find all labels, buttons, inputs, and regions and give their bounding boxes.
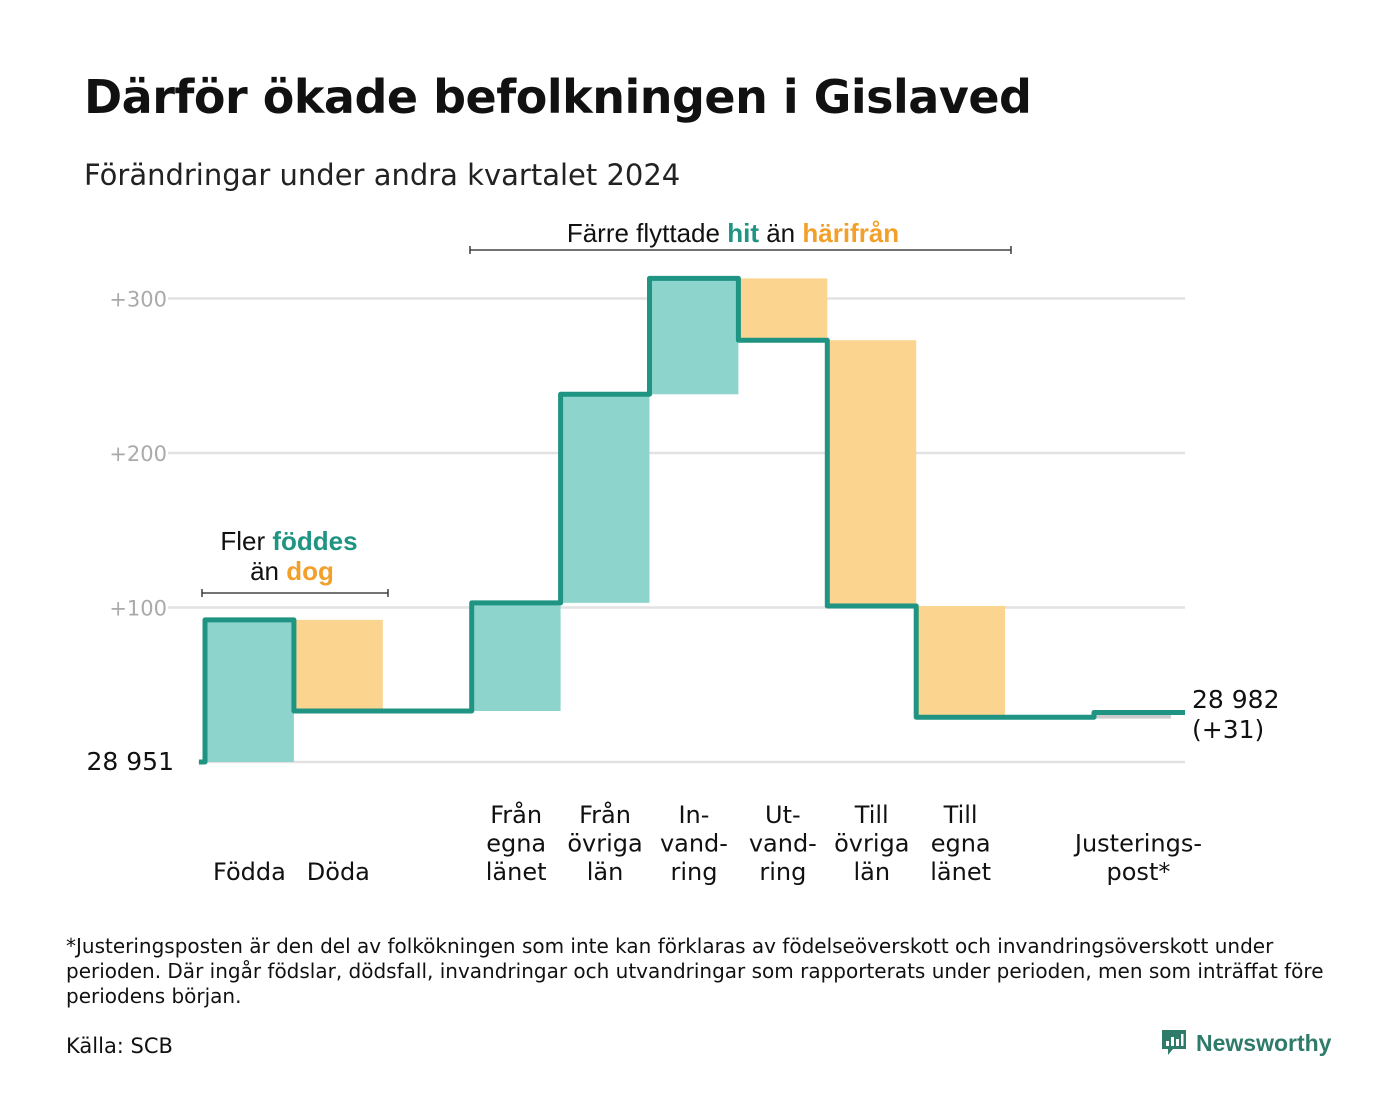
grid-lines: +100 +200 +300 bbox=[109, 288, 1185, 764]
bar-inflow bbox=[471, 602, 561, 712]
cumulative-line bbox=[199, 275, 1186, 765]
deaths-highlight: dog bbox=[286, 556, 334, 586]
x-category-label: Till övriga län bbox=[834, 801, 909, 886]
x-category-label: Till egna länet bbox=[930, 801, 991, 886]
births-highlight: föddes bbox=[272, 526, 357, 556]
bar-outflow bbox=[916, 605, 1006, 718]
chart-subtitle: Förändringar under andra kvartalet 2024 bbox=[84, 158, 681, 192]
births-annotation-line2: än dog bbox=[250, 556, 334, 586]
end-value-label: 28 982 bbox=[1192, 685, 1279, 714]
y-tick-label: +100 bbox=[109, 597, 167, 621]
bars bbox=[205, 278, 1171, 762]
bar-outflow bbox=[827, 340, 917, 606]
moved-in-highlight: hit bbox=[727, 218, 759, 248]
moved-out-highlight: härifrån bbox=[802, 218, 899, 248]
y-tick-label: +300 bbox=[109, 288, 167, 312]
start-value-label: 28 951 bbox=[87, 747, 174, 776]
x-category-label: In-vand-ring bbox=[660, 801, 728, 886]
bar-adjustment bbox=[1096, 712, 1171, 719]
x-category-label: Från övriga län bbox=[567, 800, 642, 886]
brand-logo: Newsworthy bbox=[1160, 1028, 1331, 1058]
bar-inflow bbox=[205, 619, 294, 762]
migration-bracket bbox=[469, 246, 1012, 254]
newsworthy-icon bbox=[1162, 1030, 1186, 1055]
chart-title: Därför ökade befolkningen i Gislaved bbox=[84, 70, 1032, 124]
source-label: Källa: SCB bbox=[66, 1034, 173, 1058]
bar-outflow bbox=[293, 619, 383, 712]
x-category-label: Födda bbox=[213, 858, 286, 886]
bar-inflow bbox=[560, 394, 650, 603]
waterfall-chart: +100 +200 +300 Födda Döda Från egna länet Från ö… bbox=[87, 218, 1280, 886]
x-category-label: Ut-vand-ring bbox=[749, 801, 817, 886]
y-tick-label: +200 bbox=[109, 442, 167, 466]
bar-outflow bbox=[738, 278, 828, 341]
brand-name: Newsworthy bbox=[1196, 1029, 1332, 1056]
footnote: *Justeringsposten är den del av folkökni… bbox=[66, 934, 1324, 1008]
x-category-label: Från egna länet bbox=[486, 800, 547, 886]
labels: Födda Döda Från egna länet Från övriga län In-va… bbox=[87, 685, 1280, 886]
bar-inflow bbox=[649, 278, 739, 395]
x-category-label: Döda bbox=[307, 858, 370, 886]
births-bracket bbox=[201, 589, 389, 597]
end-change-label: (+31) bbox=[1192, 715, 1264, 744]
x-category-label: Justerings-post* bbox=[1073, 830, 1202, 887]
cumulative-step-line bbox=[199, 275, 1186, 765]
births-annotation-line1: Fler föddes bbox=[220, 526, 357, 556]
migration-annotation: Färre flyttade hit än härifrån bbox=[567, 218, 899, 248]
